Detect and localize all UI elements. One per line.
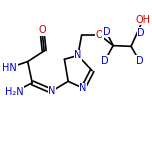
Text: O: O <box>96 30 103 40</box>
Text: N: N <box>48 86 55 96</box>
Text: N: N <box>79 83 87 93</box>
Text: N: N <box>74 50 82 60</box>
Text: D: D <box>135 56 143 66</box>
Text: D: D <box>101 56 109 66</box>
Text: O: O <box>38 25 46 35</box>
Text: OH: OH <box>136 15 151 25</box>
Text: H₂N: H₂N <box>5 87 24 97</box>
Text: HN: HN <box>2 63 17 73</box>
Text: D: D <box>103 27 110 37</box>
Text: D: D <box>137 28 145 38</box>
